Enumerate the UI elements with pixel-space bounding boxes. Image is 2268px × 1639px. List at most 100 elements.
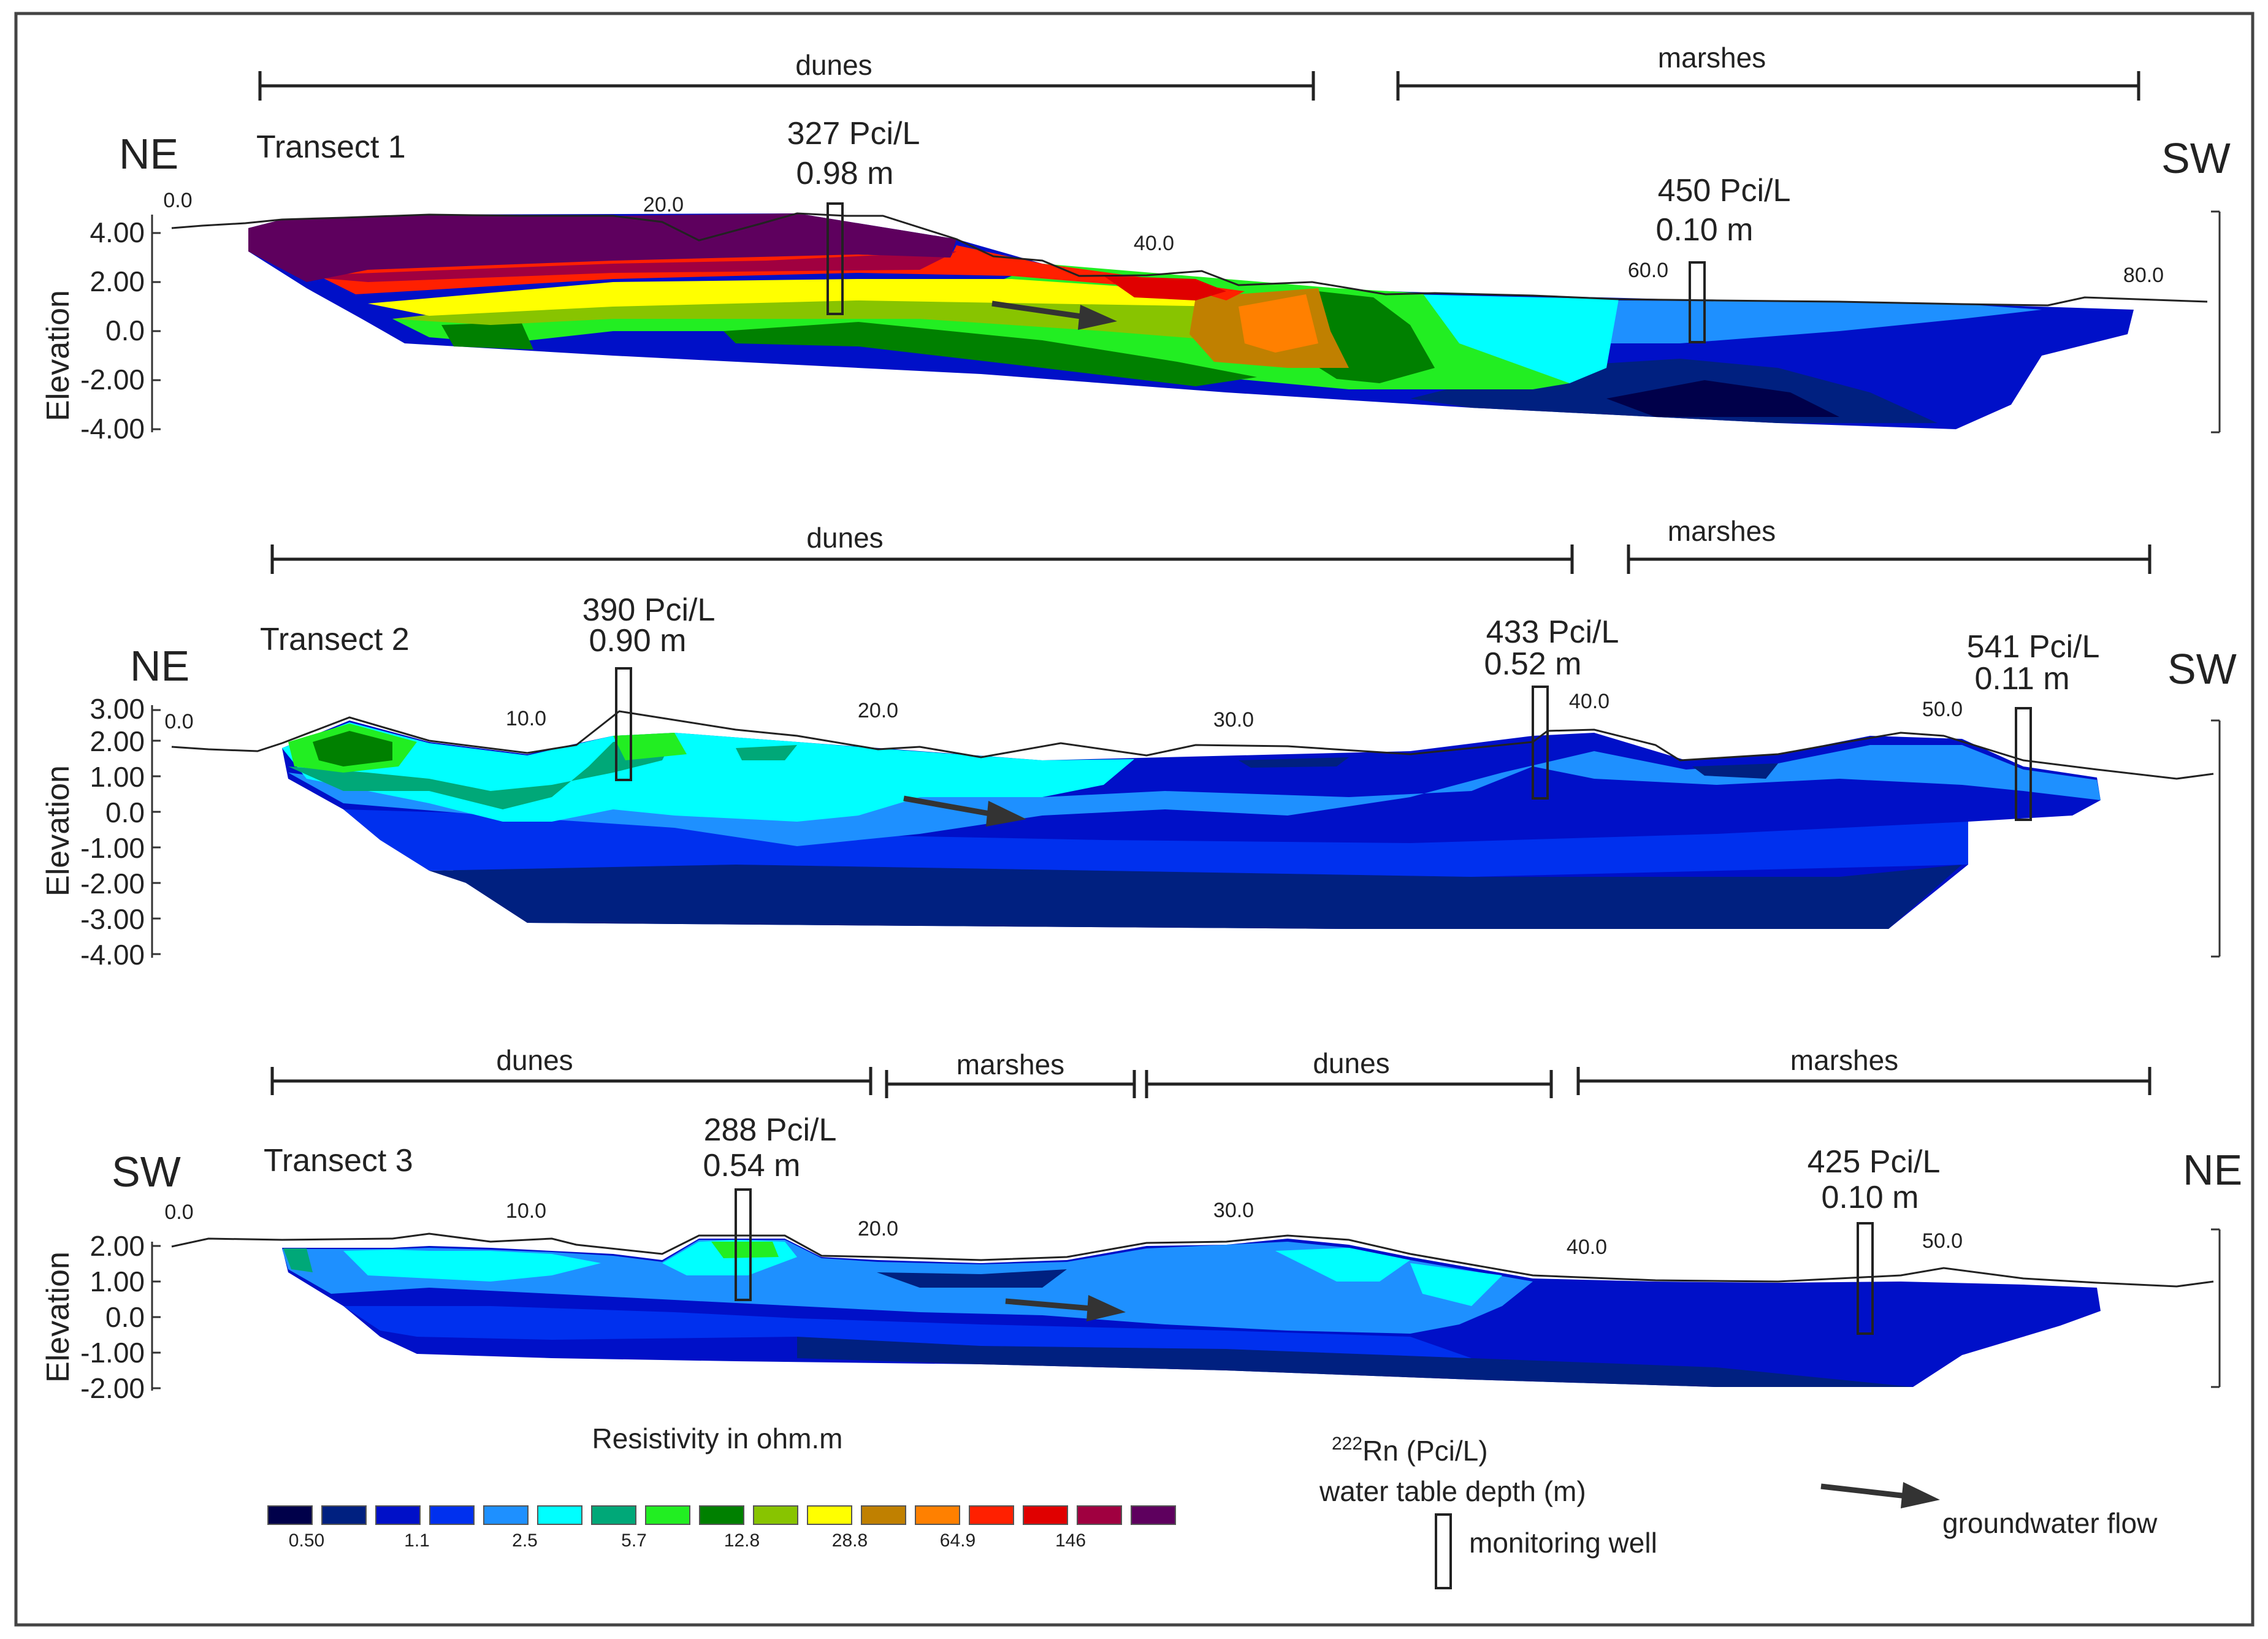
x-tick-label: 0.0 [164, 1201, 193, 1224]
resistivity-layer [288, 745, 2101, 846]
zone-bar-dunes: dunes [1145, 1047, 1553, 1098]
resistivity-layer [441, 322, 533, 350]
groundwater-flow-legend-arrow [1820, 1482, 1940, 1508]
scale-label: 146 [1055, 1530, 1086, 1551]
radon-value: 288 Pci/L [704, 1112, 837, 1148]
y-tick-label: 3.00 [90, 693, 145, 725]
zone-label: dunes [806, 522, 883, 554]
y-tick-label: -2.00 [80, 1372, 145, 1404]
resistivity-layer [283, 1248, 313, 1272]
x-axis-labels: 0.0 20.0 40.0 60.0 80.0 [163, 189, 2164, 287]
x-tick-label: 10.0 [506, 707, 546, 730]
y-tick-label: 0.0 [105, 1301, 145, 1333]
colorbar-swatch [753, 1505, 798, 1525]
x-tick-label: 50.0 [1922, 698, 1963, 721]
colorbar-swatch [429, 1505, 475, 1525]
zone-bar-marshes: marshes [1576, 1044, 2152, 1095]
zone-label: marshes [1658, 42, 1766, 74]
resistivity-layer [248, 213, 956, 282]
zone-label: marshes [1790, 1044, 1898, 1076]
x-tick-label: 20.0 [858, 699, 898, 722]
x-tick-label: 60.0 [1628, 259, 1668, 282]
x-tick-label: 80.0 [2123, 264, 2164, 287]
resistivity-layer [1104, 276, 1226, 300]
resistivity-layer [877, 1269, 1067, 1288]
colorbar-swatch [591, 1505, 636, 1525]
y-tick-label: -2.00 [80, 364, 145, 395]
radon-value: 425 Pci/L [1808, 1144, 1941, 1180]
scale-label: 1.1 [404, 1530, 430, 1551]
colorbar-swatch [645, 1505, 690, 1525]
resistivity-section [248, 213, 2134, 429]
groundwater-flow-arrow [903, 795, 1026, 827]
groundwater-flow-legend-label: groundwater flow [1942, 1507, 2158, 1539]
x-tick-label: 30.0 [1213, 1199, 1254, 1222]
zone-bar-marshes: marshes [1627, 515, 2152, 574]
scale-label: 64.9 [940, 1530, 976, 1551]
water-table-depth: 0.98 m [796, 156, 894, 191]
x-tick-label: 0.0 [164, 710, 193, 733]
radon-superscript: 222 [1332, 1434, 1362, 1454]
y-tick-label: 2.00 [90, 725, 145, 757]
scale-label: 12.8 [724, 1530, 760, 1551]
water-table-depth: 0.10 m [1822, 1180, 1919, 1215]
zone-bar-marshes: marshes [885, 1049, 1136, 1098]
transect-3: dunes marshes dunes marshes SW NE Transe… [40, 1044, 2242, 1404]
resistivity-layer [711, 1242, 779, 1258]
water-table-depth: 0.11 m [1974, 661, 2069, 697]
water-table-legend-label: water table depth (m) [1319, 1475, 1586, 1507]
zone-bar-dunes: dunes [270, 1044, 872, 1095]
x-tick-label: 0.0 [163, 189, 192, 212]
water-table-depth: 0.10 m [1656, 212, 1754, 248]
x-tick-label: 40.0 [1569, 690, 1609, 713]
resistivity-colorbar [267, 1505, 1176, 1525]
axis-label: Elevation [40, 290, 76, 421]
resistivity-layer [1239, 294, 1318, 353]
ground-surface [171, 710, 2214, 780]
right-axis [2211, 719, 2221, 958]
colorbar-swatch [1131, 1505, 1176, 1525]
radon-value: 433 Pci/L [1486, 614, 1619, 650]
y-tick-label: -1.00 [80, 1337, 145, 1369]
y-axis: Elevation 3.00 2.00 1.00 0.0 -1.00 -2.00… [40, 693, 161, 971]
zone-bar-dunes: dunes [258, 49, 1315, 101]
y-tick-label: 2.00 [90, 266, 145, 297]
radon-value: 450 Pci/L [1658, 173, 1791, 208]
colorbar-swatch [375, 1505, 421, 1525]
resistivity-layer [797, 1337, 1913, 1387]
radon-unit-label: Rn (Pci/L) [1362, 1435, 1487, 1467]
scale-label: 2.5 [512, 1530, 538, 1551]
axis-label: Elevation [40, 1251, 76, 1383]
zone-bar-dunes: dunes [270, 522, 1574, 574]
monitoring-well: 433 Pci/L 0.52 m [1484, 614, 1619, 800]
y-tick-label: -4.00 [80, 413, 145, 445]
direction-right: SW [2167, 645, 2237, 693]
zone-label: marshes [1668, 515, 1776, 547]
resistivity-layer [343, 809, 1968, 877]
zone-label: dunes [795, 49, 872, 81]
transect-title: Transect 2 [260, 622, 410, 657]
x-tick-label: 10.0 [506, 1199, 546, 1223]
colorbar-swatch [267, 1505, 313, 1525]
x-tick-label: 40.0 [1134, 232, 1174, 255]
legend: Resistivity in ohm.m 0.50 1.1 2.5 5.7 12… [267, 1423, 2158, 1589]
zone-bar-marshes: marshes [1396, 42, 2140, 101]
resistivity-layer [1606, 380, 1839, 417]
x-tick-label: 20.0 [858, 1217, 898, 1240]
radon-value: 541 Pci/L [1967, 629, 2100, 665]
x-axis-labels: 0.0 10.0 20.0 30.0 40.0 50.0 [164, 690, 1963, 733]
y-tick-label: -1.00 [80, 832, 145, 864]
transect-1: dunes marshes NE SW Transect 1 [40, 42, 2231, 445]
resistivity-layer [1692, 763, 1778, 779]
monitoring-well: 450 Pci/L 0.10 m [1656, 173, 1791, 343]
water-table-depth: 0.52 m [1484, 646, 1582, 682]
y-tick-label: -4.00 [80, 939, 145, 971]
zone-label: dunes [496, 1044, 573, 1076]
right-axis [2211, 1228, 2221, 1388]
resistivity-layer [1594, 300, 2042, 343]
direction-left: SW [112, 1148, 181, 1196]
y-tick-label: 1.00 [90, 761, 145, 793]
direction-right: NE [2183, 1146, 2242, 1194]
ground-surface [171, 1232, 2214, 1288]
